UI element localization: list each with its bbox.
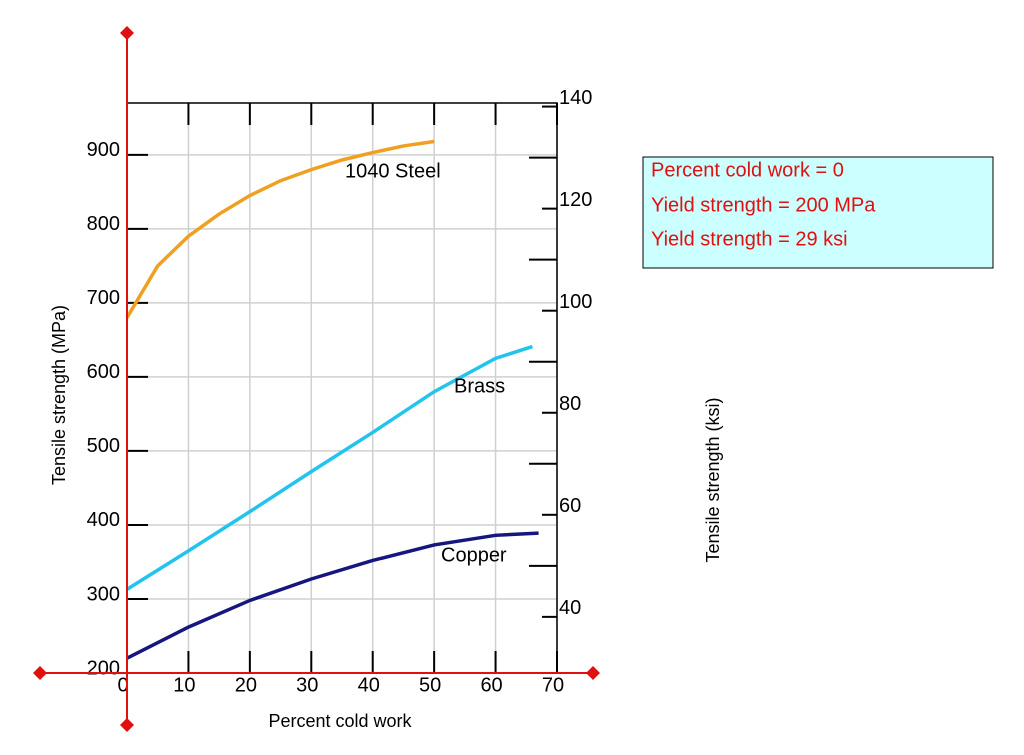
y-tick-label: 900	[87, 139, 120, 161]
y-tick-label: 700	[87, 287, 120, 309]
x-tick-label: 20	[235, 674, 257, 696]
y-axis-label: Tensile strength (MPa)	[49, 305, 69, 485]
cursor-handle[interactable]	[33, 666, 47, 680]
y2-tick-label: 100	[559, 291, 592, 313]
y-tick-label: 500	[87, 435, 120, 457]
x-axis-label: Percent cold work	[268, 711, 412, 731]
x-tick-label: 10	[173, 674, 195, 696]
x-tick-label: 50	[419, 674, 441, 696]
series-label: 1040 Steel	[345, 160, 441, 182]
y2-tick-label: 80	[559, 393, 581, 415]
cursor-handle[interactable]	[120, 26, 134, 40]
cursor-handle[interactable]	[586, 666, 600, 680]
info-line: Percent cold work = 0	[651, 159, 844, 181]
y2-tick-label: 120	[559, 189, 592, 211]
y-tick-label: 300	[87, 583, 120, 605]
x-tick-label: 60	[480, 674, 502, 696]
y2-tick-label: 140	[559, 87, 592, 109]
y-tick-label: 200	[87, 657, 120, 679]
info-line: Yield strength = 200 MPa	[651, 194, 876, 216]
series-label: Copper	[441, 544, 507, 566]
x-tick-label: 30	[296, 674, 318, 696]
x-tick-label: 40	[358, 674, 380, 696]
y-tick-label: 400	[87, 509, 120, 531]
y2-tick-label: 40	[559, 597, 581, 619]
info-box	[642, 156, 994, 269]
x-tick-label: 0	[117, 674, 128, 696]
y2-tick-label: 60	[559, 495, 581, 517]
x-tick-label: 70	[542, 674, 564, 696]
info-line: Yield strength = 29 ksi	[651, 228, 848, 250]
series-label: Brass	[454, 375, 505, 397]
y-tick-label: 600	[87, 361, 120, 383]
cursor-handle[interactable]	[120, 718, 134, 732]
series-line	[126, 531, 539, 660]
y-tick-label: 800	[87, 213, 120, 235]
y2-axis-label: Tensile strength (ksi)	[703, 397, 723, 562]
series-line	[125, 139, 435, 319]
series-line	[126, 344, 533, 591]
